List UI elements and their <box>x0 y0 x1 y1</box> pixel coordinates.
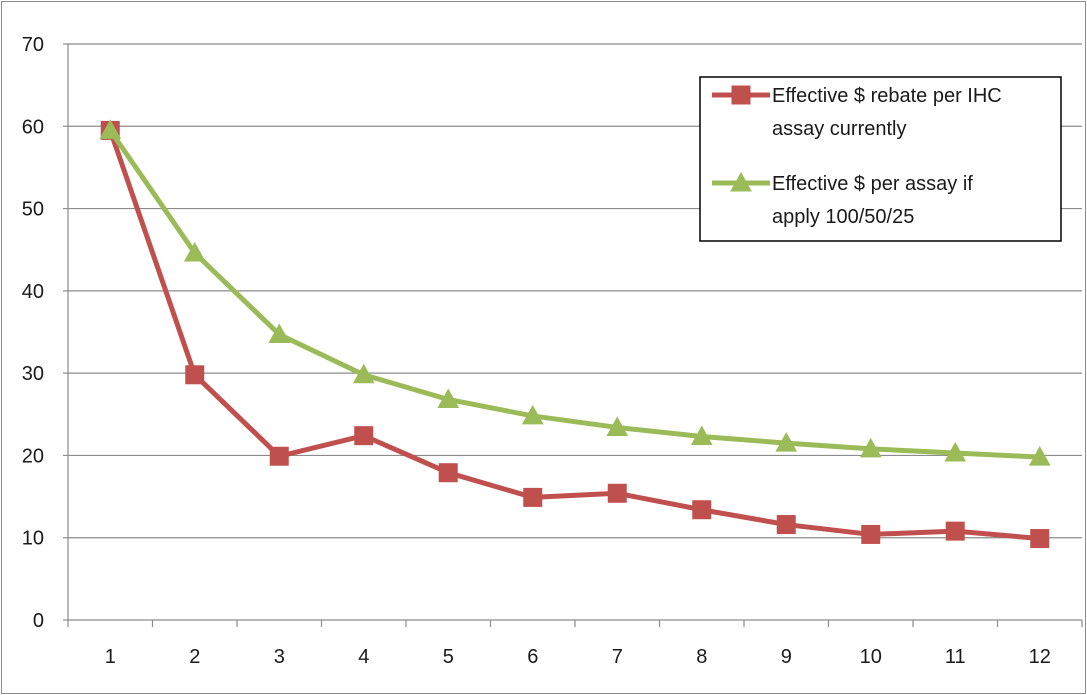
y-tick-label: 30 <box>22 363 44 385</box>
legend-box <box>699 76 1062 242</box>
data-point <box>945 521 965 541</box>
x-tick-label: 2 <box>189 646 200 668</box>
series-2 <box>99 119 1051 466</box>
data-point <box>521 404 544 425</box>
y-tick-label: 40 <box>22 281 44 303</box>
data-point <box>523 487 543 507</box>
series-1 <box>100 120 1050 549</box>
x-tick-label: 12 <box>1029 646 1051 668</box>
x-tick-label: 4 <box>358 646 369 668</box>
data-point <box>99 119 122 139</box>
data-point <box>1030 529 1050 549</box>
legend-swatch-marker <box>730 171 752 192</box>
series-group <box>99 119 1051 549</box>
data-point <box>944 441 967 462</box>
data-point <box>861 524 881 544</box>
x-tick-label: 7 <box>612 646 623 668</box>
data-point <box>859 437 882 458</box>
legend-swatch-marker <box>731 85 751 105</box>
y-tick-label: 20 <box>22 445 44 467</box>
x-tick-label: 9 <box>781 646 792 668</box>
data-point <box>776 515 796 535</box>
data-point <box>1028 446 1051 466</box>
data-point <box>185 365 205 385</box>
x-tick-label: 8 <box>696 646 707 668</box>
x-tick-label: 5 <box>443 646 454 668</box>
x-tick-label: 1 <box>105 646 116 668</box>
data-point <box>437 388 460 408</box>
x-tick-label: 6 <box>527 646 538 668</box>
y-tick-label: 0 <box>33 610 44 632</box>
data-point <box>352 363 375 384</box>
data-point <box>269 446 289 466</box>
legend: Effective $ rebate per IHC assay currentl… <box>699 76 1062 242</box>
data-point <box>354 426 374 446</box>
y-tick-label: 70 <box>22 34 44 56</box>
series-line <box>108 128 1040 460</box>
data-point <box>607 483 627 503</box>
data-point <box>183 241 206 262</box>
data-point <box>690 425 713 446</box>
data-point <box>606 416 629 436</box>
y-tick-label: 10 <box>22 528 44 550</box>
data-point <box>268 323 291 343</box>
legend-label: Effective $ per assay if <box>772 173 973 195</box>
data-point <box>775 432 798 452</box>
legend-label: apply 100/50/25 <box>772 206 914 228</box>
data-point <box>438 463 458 483</box>
x-tick-label: 11 <box>945 646 966 668</box>
x-tick-label: 3 <box>274 646 285 668</box>
data-point <box>692 500 712 520</box>
legend-label: assay currently <box>772 118 907 140</box>
y-tick-label: 50 <box>22 199 44 221</box>
series-line <box>107 129 1040 542</box>
legend-label: Effective $ rebate per IHC <box>772 85 1002 107</box>
x-tick-label: 10 <box>860 646 882 668</box>
y-tick-label: 60 <box>22 116 44 138</box>
